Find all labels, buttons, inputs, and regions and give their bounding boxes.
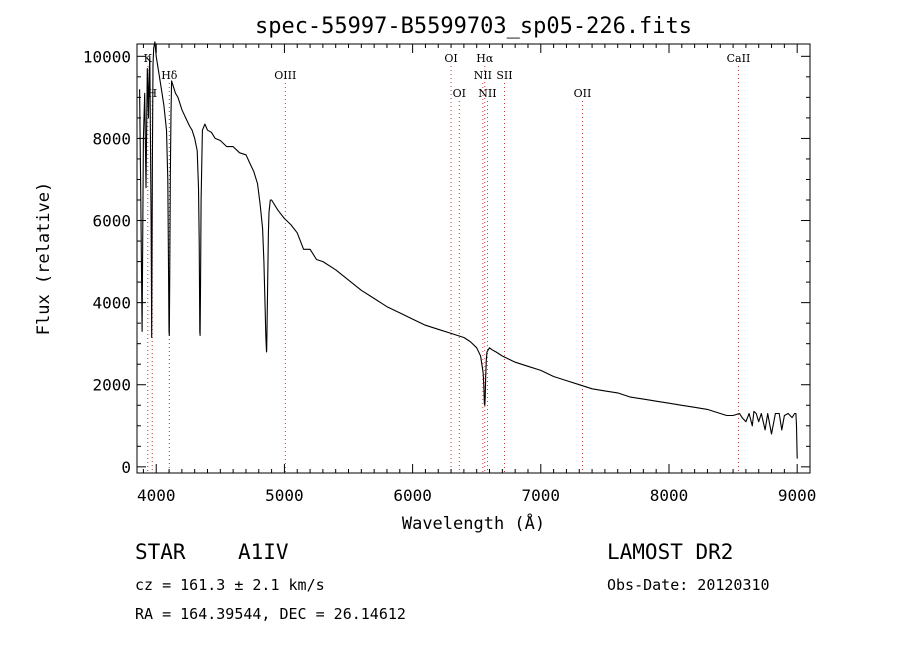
x-tick-label: 7000 (522, 486, 561, 505)
axis-labels: Wavelength (Å) Flux (relative) (34, 182, 545, 534)
y-tick-label: 6000 (92, 212, 131, 231)
x-tick-label: 4000 (137, 486, 176, 505)
marker-label: NII (478, 87, 496, 100)
axis-ticks: 4000 5000 6000 7000 8000 9000 0 2000 4000 6000 800… (83, 44, 817, 505)
y-axis-label: Flux (relative) (34, 182, 54, 336)
y-tick-label: 10000 (83, 47, 131, 66)
marker-label: OI (444, 52, 457, 65)
y-tick-label: 0 (121, 458, 131, 477)
marker-label: OII (574, 87, 592, 100)
marker-label: K (144, 52, 153, 65)
plot-frame (136, 43, 811, 474)
observation-date: Obs-Date: 20120310 (607, 576, 770, 594)
x-tick-label: 9000 (778, 486, 817, 505)
object-subclass: A1IV (238, 540, 289, 564)
marker-label: Hα (476, 52, 494, 65)
marker-label: OIII (274, 69, 296, 82)
chart-title-group: spec-55997-B5599703_sp05-226.fits (255, 14, 692, 39)
spectrum-line (139, 41, 798, 459)
object-type: STAR (135, 540, 186, 564)
y-tick-label: 8000 (92, 129, 131, 148)
marker-label: H (147, 87, 157, 100)
y-tick-label: 4000 (92, 294, 131, 313)
x-tick-label: 5000 (265, 486, 304, 505)
marker-label: Hδ (161, 69, 178, 82)
marker-label: NII (474, 69, 492, 82)
coordinates-text: RA = 164.39544, DEC = 26.14612 (135, 605, 406, 623)
survey-name: LAMOST DR2 (607, 540, 734, 564)
redshift-text: cz = 161.3 ± 2.1 km/s (135, 576, 325, 594)
y-tick-label: 2000 (92, 376, 131, 395)
spectrum-series (139, 41, 798, 459)
marker-label: SII (496, 69, 512, 82)
marker-label: OI (453, 87, 466, 100)
marker-label: CaII (727, 52, 751, 65)
chart-title: spec-55997-B5599703_sp05-226.fits (255, 14, 692, 39)
x-axis-label: Wavelength (Å) (402, 512, 545, 534)
axes-frame (136, 43, 811, 474)
x-tick-label: 6000 (393, 486, 432, 505)
x-tick-label: 8000 (650, 486, 689, 505)
